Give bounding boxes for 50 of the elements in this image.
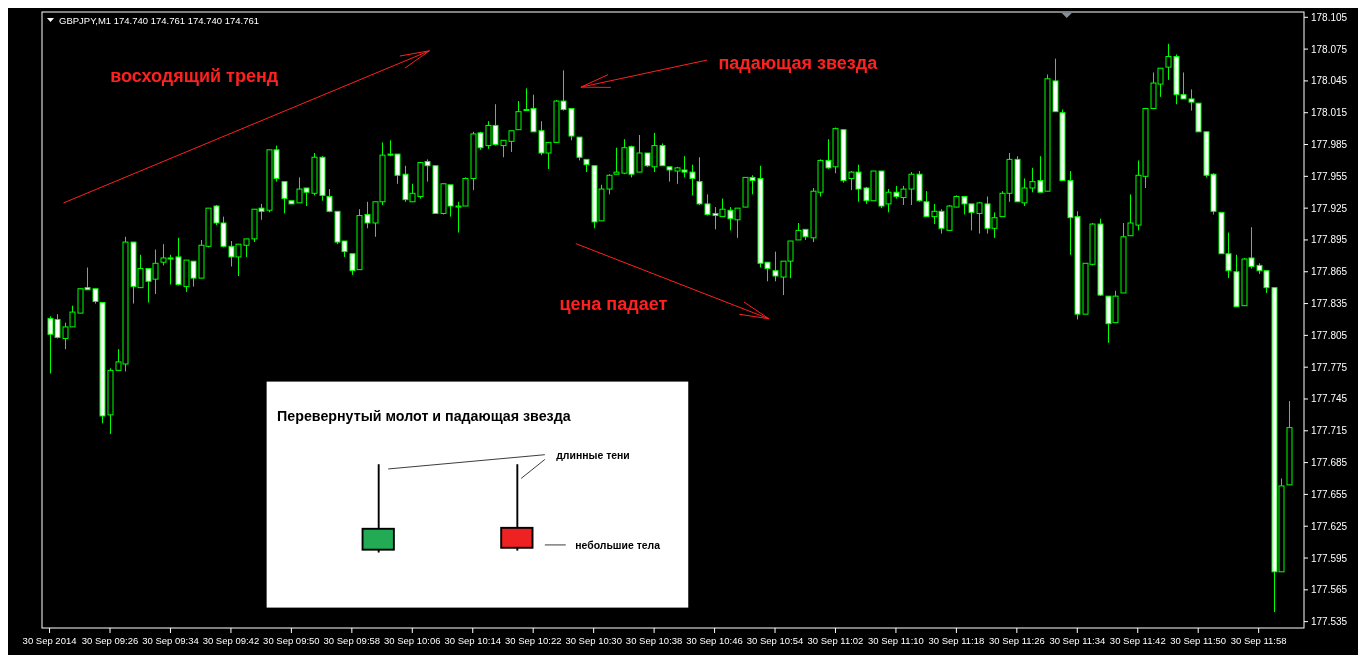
- annotation: падающая звезда: [718, 52, 879, 73]
- y-tick-label: 177.535: [1311, 616, 1348, 628]
- x-tick-label: 30 Sep 09:42: [202, 635, 260, 646]
- annotation: небольшие тела: [575, 539, 661, 551]
- x-tick-label: 30 Sep 10:14: [444, 635, 502, 646]
- x-tick-label: 30 Sep 11:26: [988, 635, 1045, 646]
- x-tick-label: 30 Sep 11:58: [1230, 635, 1287, 646]
- y-tick-label: 177.805: [1311, 329, 1348, 341]
- candlestick: [515, 100, 522, 131]
- y-tick-label: 177.775: [1311, 361, 1348, 373]
- x-tick-label: 30 Sep 11:42: [1109, 635, 1166, 646]
- x-tick-label: 30 Sep 10:30: [565, 635, 622, 646]
- y-tick-label: 177.865: [1311, 266, 1348, 278]
- x-tick-label: 30 Sep 10:46: [686, 635, 743, 646]
- y-tick-label: 178.015: [1311, 107, 1348, 119]
- y-tick-label: 177.835: [1311, 298, 1348, 310]
- y-tick-label: 177.625: [1311, 520, 1348, 532]
- y-tick-label: 177.565: [1311, 584, 1348, 596]
- y-tick-label: 177.925: [1311, 202, 1348, 214]
- x-tick-label: 30 Sep 11:34: [1049, 635, 1106, 646]
- y-tick-label: 178.075: [1311, 43, 1348, 55]
- x-tick-label: 30 Sep 09:34: [142, 635, 199, 646]
- x-tick-label: 30 Sep 11:18: [928, 635, 985, 646]
- x-tick-label: 30 Sep 09:50: [263, 635, 320, 646]
- y-tick-label: 177.715: [1311, 425, 1348, 437]
- chart-title: GBPJPY,M1 174.740 174.761 174.740 174.761: [59, 15, 260, 26]
- annotation: длинные тени: [556, 450, 630, 462]
- y-tick-label: 177.745: [1311, 393, 1348, 405]
- annotation: цена падает: [559, 293, 668, 314]
- y-tick-label: 177.895: [1311, 234, 1348, 246]
- candlestick: [281, 181, 288, 214]
- y-tick-label: 177.685: [1311, 457, 1348, 469]
- annotation: Перевернутый молот и падающая звезда: [277, 408, 571, 425]
- y-tick-label: 177.655: [1311, 488, 1348, 500]
- x-tick-label: 30 Sep 10:54: [746, 635, 804, 646]
- x-tick-label: 30 Sep 09:58: [323, 635, 381, 646]
- x-tick-label: 30 Sep 10:06: [384, 635, 441, 646]
- x-tick-label: 30 Sep 10:38: [625, 635, 683, 646]
- x-tick-label: 30 Sep 10:22: [504, 635, 562, 646]
- x-tick-label: 30 Sep 11:02: [807, 635, 864, 646]
- x-tick-label: 30 Sep 11:50: [1170, 635, 1227, 646]
- annotation: восходящий тренд: [110, 65, 279, 86]
- y-tick-label: 178.045: [1311, 75, 1348, 87]
- y-tick-label: 177.955: [1311, 170, 1348, 182]
- x-tick-label: 30 Sep 09:26: [81, 635, 139, 646]
- y-tick-label: 177.985: [1311, 139, 1348, 151]
- y-tick-label: 178.105: [1311, 11, 1348, 23]
- y-tick-label: 177.595: [1311, 552, 1348, 564]
- x-tick-label: 30 Sep 11:10: [868, 635, 924, 646]
- x-tick-label: 30 Sep 2014: [22, 635, 77, 646]
